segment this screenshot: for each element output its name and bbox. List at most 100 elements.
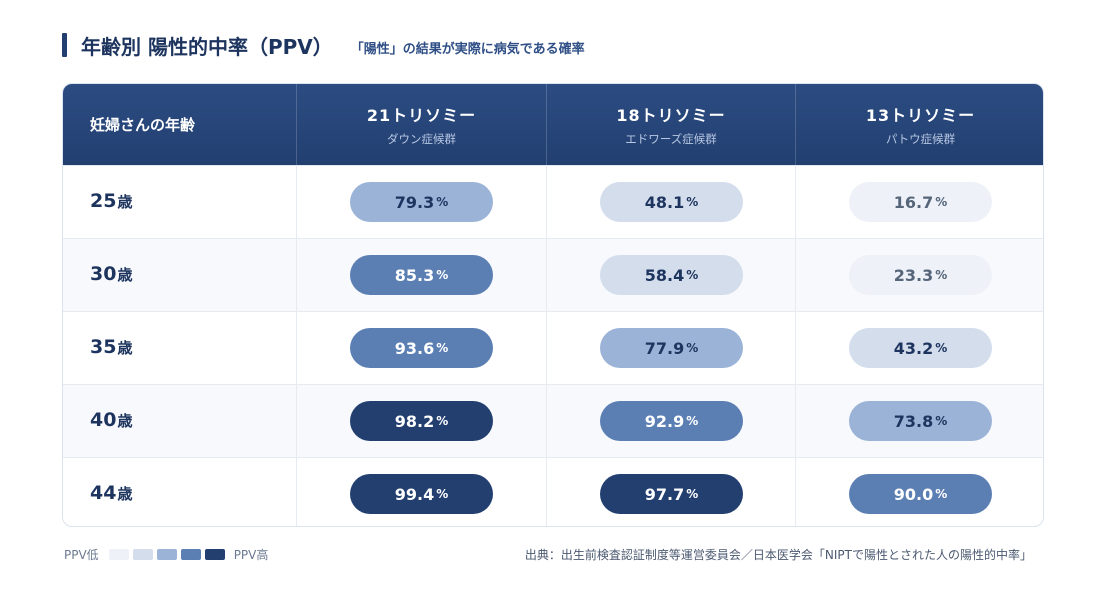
legend-swatch — [156, 549, 177, 560]
age-label: 44歳 — [90, 482, 132, 504]
ppv-value-pill: 23.3% — [849, 255, 992, 295]
percent-sign: % — [436, 195, 449, 209]
legend-swatch — [180, 549, 201, 560]
legend-high-label: PPV高 — [233, 548, 269, 562]
ppv-value: 93.6 — [394, 338, 435, 358]
percent-sign: % — [686, 487, 699, 501]
ppv-value: 43.2 — [893, 338, 934, 358]
ppv-value: 92.9 — [644, 411, 685, 431]
table-row: 25歳 79.3% 48.1% 16.7% — [63, 165, 1043, 238]
value-cell: 58.4% — [547, 239, 796, 311]
age-unit: 歳 — [117, 339, 133, 357]
header-col-18: 18トリソミー エドワーズ症候群 — [547, 84, 796, 165]
value-cell: 16.7% — [796, 166, 1043, 238]
table-row: 44歳 99.4% 97.7% 90.0% — [63, 457, 1043, 526]
ppv-value-pill: 93.6% — [350, 328, 493, 368]
legend-low-label: PPV低 — [64, 548, 99, 562]
column-subtitle: エドワーズ症候群 — [625, 132, 717, 146]
header-col-13: 13トリソミー パトウ症候群 — [796, 84, 1043, 165]
ppv-value-pill: 79.3% — [350, 182, 493, 222]
percent-sign: % — [436, 268, 449, 282]
table-row: 35歳 93.6% 77.9% 43.2% — [63, 311, 1043, 384]
value-cell: 97.7% — [547, 458, 796, 526]
age-unit: 歳 — [117, 266, 133, 284]
age-number: 25 — [90, 190, 117, 212]
value-cell: 93.6% — [297, 312, 547, 384]
ppv-value: 23.3 — [893, 265, 934, 285]
ppv-value: 79.3 — [394, 192, 435, 212]
age-label: 35歳 — [90, 336, 132, 358]
title-accent-bar — [62, 33, 67, 57]
value-cell: 77.9% — [547, 312, 796, 384]
age-unit: 歳 — [117, 485, 133, 503]
percent-sign: % — [935, 414, 948, 428]
source-note: 出典：出生前検査認証制度等運営委員会／日本医学会「NIPTで陽性とされた人の陽性… — [524, 548, 1032, 562]
value-cell: 23.3% — [796, 239, 1043, 311]
column-subtitle: ダウン症候群 — [387, 132, 456, 146]
age-cell: 44歳 — [63, 458, 297, 526]
table-header: 妊婦さんの年齢 21トリソミー ダウン症候群 18トリソミー エドワーズ症候群 … — [63, 84, 1043, 165]
page-subtitle: 「陽性」の結果が実際に病気である確率 — [350, 41, 585, 57]
ppv-value: 99.4 — [394, 484, 435, 504]
row-header-label: 妊婦さんの年齢 — [90, 116, 196, 134]
percent-sign: % — [436, 341, 449, 355]
ppv-value: 90.0 — [893, 484, 934, 504]
title-row: 年齢別 陽性的中率（PPV） 「陽性」の結果が実際に病気である確率 — [62, 32, 585, 59]
ppv-value-pill: 58.4% — [600, 255, 743, 295]
percent-sign: % — [686, 414, 699, 428]
ppv-value: 85.3 — [394, 265, 435, 285]
table-row: 30歳 85.3% 58.4% 23.3% — [63, 238, 1043, 311]
ppv-value-pill: 98.2% — [350, 401, 493, 441]
age-label: 40歳 — [90, 409, 132, 431]
value-cell: 48.1% — [547, 166, 796, 238]
age-label: 25歳 — [90, 190, 132, 212]
legend-swatch — [132, 549, 153, 560]
ppv-value-pill: 48.1% — [600, 182, 743, 222]
header-col-21: 21トリソミー ダウン症候群 — [297, 84, 547, 165]
ppv-value-pill: 85.3% — [350, 255, 493, 295]
ppv-value-pill: 16.7% — [849, 182, 992, 222]
ppv-value-pill: 90.0% — [849, 474, 992, 514]
age-label: 30歳 — [90, 263, 132, 285]
age-number: 40 — [90, 409, 117, 431]
percent-sign: % — [436, 487, 449, 501]
ppv-value-pill: 97.7% — [600, 474, 743, 514]
percent-sign: % — [935, 487, 948, 501]
legend-swatch — [204, 549, 225, 560]
percent-sign: % — [935, 341, 948, 355]
percent-sign: % — [935, 195, 948, 209]
ppv-value-pill: 73.8% — [849, 401, 992, 441]
age-unit: 歳 — [117, 193, 133, 211]
value-cell: 79.3% — [297, 166, 547, 238]
ppv-value: 73.8 — [893, 411, 934, 431]
value-cell: 85.3% — [297, 239, 547, 311]
value-cell: 43.2% — [796, 312, 1043, 384]
age-cell: 25歳 — [63, 166, 297, 238]
value-cell: 92.9% — [547, 385, 796, 457]
age-number: 35 — [90, 336, 117, 358]
table-row: 40歳 98.2% 92.9% 73.8% — [63, 384, 1043, 457]
header-corner-cell: 妊婦さんの年齢 — [63, 84, 297, 165]
ppv-value-pill: 77.9% — [600, 328, 743, 368]
ppv-value: 97.7 — [644, 484, 685, 504]
ppv-value: 98.2 — [394, 411, 435, 431]
age-number: 30 — [90, 263, 117, 285]
percent-sign: % — [436, 414, 449, 428]
ppv-value: 77.9 — [644, 338, 685, 358]
column-title: 18トリソミー — [616, 106, 726, 125]
value-cell: 98.2% — [297, 385, 547, 457]
percent-sign: % — [935, 268, 948, 282]
percent-sign: % — [686, 268, 699, 282]
ppv-value-pill: 99.4% — [350, 474, 493, 514]
ppv-value-pill: 92.9% — [600, 401, 743, 441]
ppv-value: 48.1 — [644, 192, 685, 212]
column-title: 13トリソミー — [865, 106, 976, 125]
ppv-table: 妊婦さんの年齢 21トリソミー ダウン症候群 18トリソミー エドワーズ症候群 … — [62, 83, 1044, 527]
age-number: 44 — [90, 482, 117, 504]
legend-swatch — [108, 549, 129, 560]
ppv-value: 16.7 — [893, 192, 934, 212]
legend-swatches — [99, 549, 225, 560]
age-cell: 40歳 — [63, 385, 297, 457]
page-title: 年齢別 陽性的中率（PPV） — [81, 34, 333, 59]
age-cell: 30歳 — [63, 239, 297, 311]
